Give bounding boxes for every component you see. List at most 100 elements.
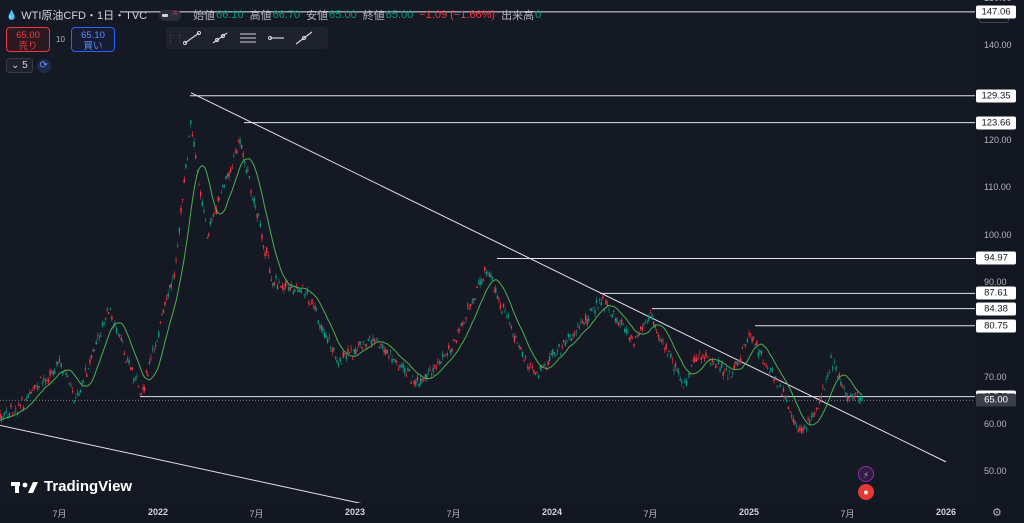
time-year-label: 2026 (935, 507, 957, 517)
market-status-icon[interactable] (159, 8, 182, 21)
trend-line-tool-icon[interactable] (178, 27, 206, 49)
candle-body (162, 309, 165, 314)
candle-body (389, 351, 392, 353)
candle-body (193, 141, 195, 147)
candle-body (95, 341, 97, 345)
candle-body (605, 300, 607, 305)
candle-body (611, 314, 613, 318)
candle-body (199, 192, 202, 197)
candle-body (480, 281, 483, 285)
time-axis[interactable]: 7月 2022 7月 2023 7月 2024 7月 2025 7月 2026 (0, 503, 1024, 523)
price-level-tag[interactable]: 87.61 (976, 286, 1016, 300)
candle-body (2, 416, 4, 418)
candle-body (167, 293, 169, 297)
candle-body (309, 304, 312, 305)
candle-body (158, 331, 160, 337)
candle-body (261, 234, 263, 240)
symbol-title[interactable]: WTI原油CFD・1日・TVC (21, 10, 148, 22)
candle-body (7, 416, 9, 418)
candle-body (156, 341, 158, 343)
settings-gear-icon[interactable]: ⚙ (992, 507, 1002, 519)
price-chart[interactable] (0, 0, 975, 503)
ray-tool-icon[interactable] (206, 27, 234, 49)
price-level-tag[interactable]: 123.66 (976, 116, 1016, 130)
candle-body (836, 376, 839, 378)
candle-body (161, 313, 163, 315)
extended-line-tool-icon[interactable] (290, 27, 318, 49)
candle-body (89, 359, 91, 364)
candle-body (295, 285, 298, 287)
candle-body (838, 373, 840, 377)
candle-body (545, 367, 548, 369)
candle-body (662, 340, 664, 342)
candle-body (580, 320, 582, 322)
candle-body (402, 363, 404, 369)
candle-body (586, 319, 588, 325)
close-label: 終値 (362, 10, 385, 22)
price-level-tag[interactable]: 147.06 (976, 5, 1016, 19)
candle-body (528, 366, 530, 370)
candle-body (186, 159, 189, 161)
candle-body (150, 357, 152, 359)
candle-body (407, 368, 409, 372)
candle-body (656, 331, 658, 334)
candle-body (270, 279, 273, 281)
candle-body (592, 307, 595, 309)
chart-area[interactable] (0, 0, 975, 503)
low-value: 65.00 (329, 9, 357, 21)
candle-body (504, 310, 506, 312)
price-axis[interactable] (975, 0, 1024, 503)
candle-body (421, 378, 423, 381)
candle-body (797, 429, 799, 432)
horizontal-ray-tool-icon[interactable] (262, 27, 290, 49)
candle-body (706, 356, 709, 357)
indicators-toggle-button[interactable]: ⌄ 5 (6, 58, 33, 73)
candle-body (620, 319, 623, 324)
price-level-tag[interactable]: 94.97 (976, 251, 1016, 265)
price-tick-label: 60.00 (984, 419, 1007, 429)
candle-body (381, 344, 384, 349)
candle-body (334, 356, 337, 358)
candle-body (294, 289, 296, 292)
candle-body (509, 323, 511, 324)
price-tick-label: 110.00 (984, 182, 1011, 193)
sell-button[interactable]: 65.00 売り (6, 27, 50, 52)
candle-body (608, 309, 610, 310)
candle-body (129, 367, 132, 369)
event-us-flag-icon[interactable]: ● (858, 484, 874, 500)
candle-body (209, 221, 212, 225)
candle-body (473, 298, 475, 301)
candle-body (676, 369, 678, 372)
candle-body (211, 218, 213, 220)
drag-handle-icon[interactable]: ⋮⋮ (166, 32, 184, 43)
candle-body (273, 283, 276, 286)
candle-body (501, 311, 503, 314)
price-level-tag[interactable]: 80.75 (976, 319, 1016, 333)
horizontal-lines-tool-icon[interactable] (234, 27, 262, 49)
candle-body (832, 367, 834, 369)
candle-body (536, 371, 538, 373)
candle-body (44, 379, 47, 382)
candle-body (570, 338, 573, 341)
price-level-tag[interactable]: 84.38 (976, 302, 1016, 316)
candle-body (682, 386, 685, 388)
candle-body (62, 371, 64, 375)
candle-body (423, 379, 425, 381)
candle-body (856, 392, 859, 394)
candle-body (505, 317, 508, 319)
candle-body (817, 407, 819, 409)
candle-body (341, 363, 343, 364)
event-flash-icon[interactable]: ⚡ (858, 466, 874, 482)
candle-body (548, 356, 551, 362)
trend-line-downtrend (190, 92, 947, 463)
sync-icon[interactable]: ⟳ (36, 58, 51, 73)
candle-body (284, 282, 287, 288)
buy-button[interactable]: 65.10 買い (71, 27, 115, 52)
candle-body (569, 334, 571, 338)
price-level-tag[interactable]: 129.35 (976, 89, 1016, 103)
candle-body (692, 359, 694, 361)
candle-body (835, 366, 837, 370)
candle-body (76, 392, 79, 394)
current-price-tag: 65.00 (976, 393, 1016, 407)
candle-body (666, 355, 669, 357)
